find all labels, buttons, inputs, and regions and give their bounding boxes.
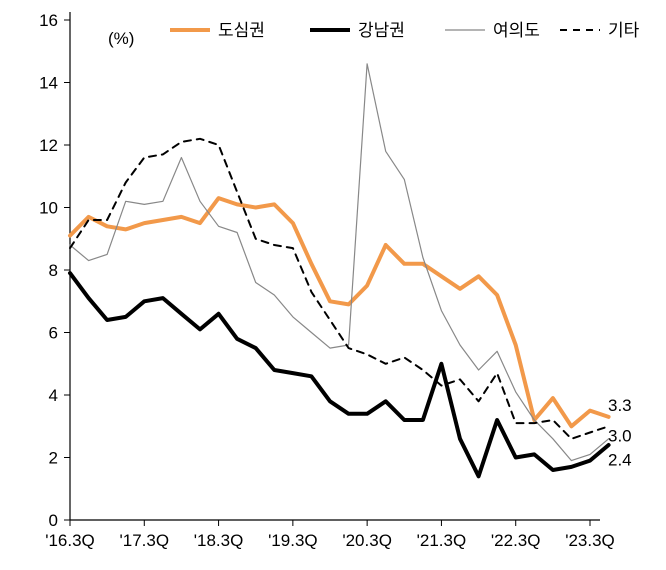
- end-label: 2.4: [608, 451, 632, 470]
- x-tick-label: '23.3Q: [565, 531, 615, 550]
- unit-label: (%): [108, 29, 134, 48]
- vacancy-rate-chart: 0 2 4 6 8 10 12 14 16 '16.3Q '17.3Q '18.3Q '19.3Q '20…: [0, 0, 666, 570]
- legend-label-dosim: 도심권: [218, 21, 265, 40]
- chart-svg: 0 2 4 6 8 10 12 14 16 '16.3Q '17.3Q '18.3Q '19.3Q '20…: [0, 0, 666, 570]
- y-tick-label: 6: [49, 324, 58, 343]
- x-tick-label: '16.3Q: [45, 531, 95, 550]
- x-tick-label: '22.3Q: [491, 531, 541, 550]
- legend-label-yeouido: 여의도: [493, 21, 540, 40]
- y-tick-label: 16: [39, 11, 58, 30]
- y-tick-label: 12: [39, 136, 58, 155]
- y-tick-label: 0: [49, 511, 58, 530]
- series-dosim: [70, 198, 609, 426]
- y-tick-label: 10: [39, 199, 58, 218]
- x-tick-label: '20.3Q: [342, 531, 392, 550]
- y-tick-label: 8: [49, 261, 58, 280]
- legend-label-gangnam: 강남권: [358, 21, 405, 40]
- end-label: 3.3: [608, 396, 632, 415]
- x-tick-label: '18.3Q: [194, 531, 244, 550]
- end-label: 3.0: [608, 427, 632, 446]
- y-tick-label: 4: [49, 386, 58, 405]
- x-tick-label: '21.3Q: [417, 531, 467, 550]
- y-tick-label: 14: [39, 74, 58, 93]
- x-tick-label: '17.3Q: [120, 531, 170, 550]
- legend-label-gita: 기타: [608, 21, 640, 40]
- y-tick-label: 2: [49, 449, 58, 468]
- x-tick-label: '19.3Q: [268, 531, 318, 550]
